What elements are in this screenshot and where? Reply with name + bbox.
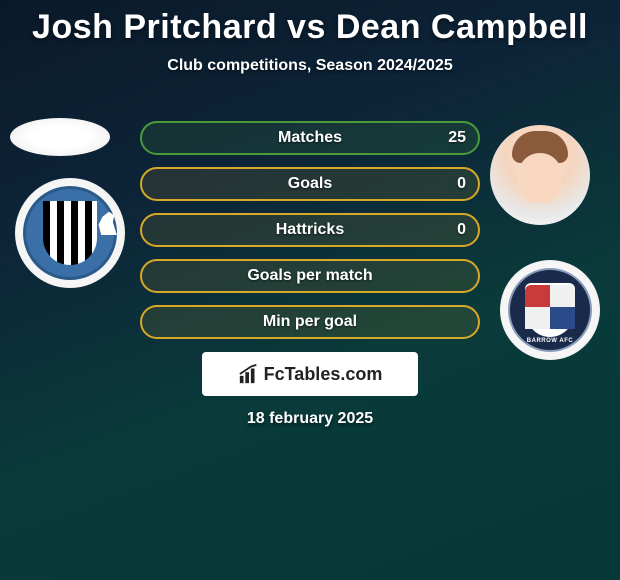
stat-right-value: 25 bbox=[448, 129, 466, 147]
stat-right-value: 0 bbox=[457, 221, 466, 239]
watermark-badge: FcTables.com bbox=[202, 352, 418, 396]
stats-area: Matches 25 Goals 0 Hattricks 0 Goals per… bbox=[0, 103, 620, 343]
stat-label: Min per goal bbox=[263, 313, 357, 331]
stat-label: Matches bbox=[278, 129, 342, 147]
watermark-text: FcTables.com bbox=[264, 364, 383, 385]
comparison-title: Josh Pritchard vs Dean Campbell bbox=[0, 0, 620, 47]
stat-row-hattricks: Hattricks 0 bbox=[140, 213, 480, 247]
chart-icon bbox=[238, 363, 260, 385]
stat-row-goals-per-match: Goals per match bbox=[140, 259, 480, 293]
stat-right-value: 0 bbox=[457, 175, 466, 193]
comparison-subtitle: Club competitions, Season 2024/2025 bbox=[0, 57, 620, 75]
stat-label: Goals bbox=[288, 175, 332, 193]
stat-row-goals: Goals 0 bbox=[140, 167, 480, 201]
stat-row-matches: Matches 25 bbox=[140, 121, 480, 155]
stat-label: Goals per match bbox=[247, 267, 372, 285]
stat-label: Hattricks bbox=[276, 221, 344, 239]
comparison-date: 18 february 2025 bbox=[0, 410, 620, 428]
stat-row-min-per-goal: Min per goal bbox=[140, 305, 480, 339]
